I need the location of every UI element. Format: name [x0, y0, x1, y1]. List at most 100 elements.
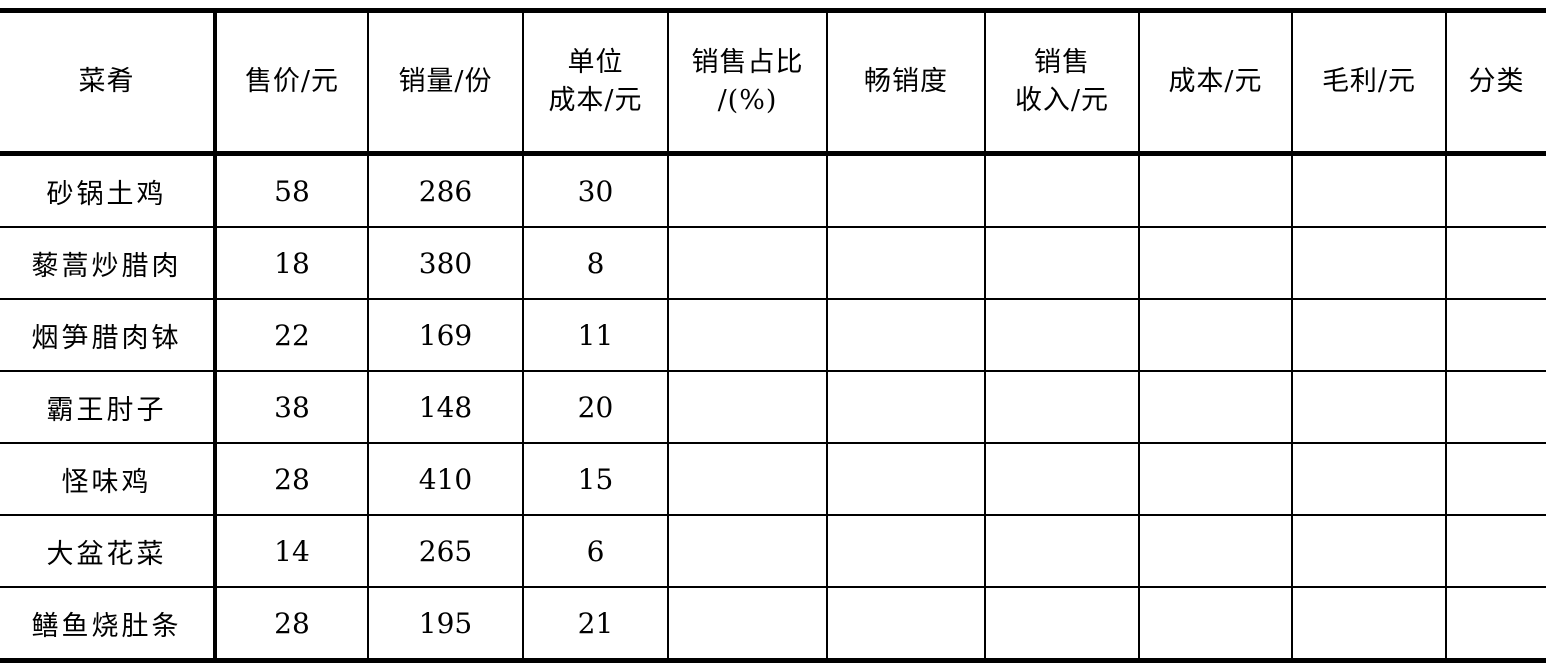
cell-cost[interactable]: [1138, 443, 1292, 516]
cell-dish: 烟笋腊肉钵: [0, 299, 215, 372]
cell-unit-cost: 11: [522, 299, 668, 372]
cell-sales-volume: 169: [367, 299, 523, 372]
table-row: 霸王肘子 38 148 20: [0, 371, 1546, 444]
table-body: 砂锅土鸡 58 286 30 藜蒿炒腊肉 18 380 8: [0, 153, 1546, 663]
cell-price: 18: [213, 227, 368, 300]
cell-popularity[interactable]: [826, 227, 985, 300]
column-header-cost: 成本/元: [1138, 8, 1292, 156]
cell-unit-cost: 8: [522, 227, 668, 300]
cell-sales-revenue[interactable]: [984, 153, 1139, 228]
column-header-unit-cost: 单位 成本/元: [522, 8, 668, 156]
table-row: 藜蒿炒腊肉 18 380 8: [0, 227, 1546, 300]
column-header-gross-profit: 毛利/元: [1291, 8, 1446, 156]
cell-unit-cost: 15: [522, 443, 668, 516]
table-row: 烟笋腊肉钵 22 169 11: [0, 299, 1546, 372]
cell-popularity[interactable]: [826, 515, 985, 588]
cell-gross-profit[interactable]: [1291, 443, 1446, 516]
cell-sales-volume: 265: [367, 515, 523, 588]
cell-sales-share[interactable]: [667, 443, 827, 516]
column-header-category: 分类: [1445, 8, 1546, 156]
cell-cost[interactable]: [1138, 371, 1292, 444]
column-header-dish-label: 菜肴: [78, 65, 135, 97]
cell-popularity[interactable]: [826, 299, 985, 372]
column-header-dish: 菜肴: [0, 8, 215, 156]
column-header-popularity-label: 畅销度: [864, 65, 948, 97]
cell-category[interactable]: [1445, 227, 1546, 300]
worksheet-canvas: 菜肴 售价/元 销量/份 单位 成本/元 销售占比 /(%) 畅销度: [0, 8, 1546, 663]
table-row: 砂锅土鸡 58 286 30: [0, 153, 1546, 228]
column-header-sales-volume-label: 销量/份: [398, 65, 493, 97]
cell-dish: 霸王肘子: [0, 371, 215, 444]
cell-cost[interactable]: [1138, 227, 1292, 300]
cell-dish: 砂锅土鸡: [0, 153, 215, 228]
cell-popularity[interactable]: [826, 153, 985, 228]
cell-gross-profit[interactable]: [1291, 371, 1446, 444]
cell-sales-share[interactable]: [667, 515, 827, 588]
column-header-sales-share-label: 销售占比 /(%): [691, 46, 804, 116]
cell-cost[interactable]: [1138, 153, 1292, 228]
cell-sales-revenue[interactable]: [984, 227, 1139, 300]
cell-sales-share[interactable]: [667, 299, 827, 372]
column-header-popularity: 畅销度: [826, 8, 985, 156]
cell-cost[interactable]: [1138, 587, 1292, 663]
cell-sales-volume: 195: [367, 587, 523, 663]
cell-sales-volume: 286: [367, 153, 523, 228]
cell-unit-cost: 30: [522, 153, 668, 228]
cell-gross-profit[interactable]: [1291, 153, 1446, 228]
cell-gross-profit[interactable]: [1291, 515, 1446, 588]
cell-sales-revenue[interactable]: [984, 371, 1139, 444]
table-row: 鳝鱼烧肚条 28 195 21: [0, 587, 1546, 663]
cell-category[interactable]: [1445, 299, 1546, 372]
column-header-price-label: 售价/元: [244, 65, 340, 97]
cell-gross-profit[interactable]: [1291, 227, 1446, 300]
cell-category[interactable]: [1445, 371, 1546, 444]
cell-category[interactable]: [1445, 587, 1546, 663]
cell-price: 28: [213, 587, 368, 663]
table-row: 怪味鸡 28 410 15: [0, 443, 1546, 516]
cell-price: 38: [213, 371, 368, 444]
cell-price: 58: [213, 153, 368, 228]
cell-category[interactable]: [1445, 515, 1546, 588]
column-header-cost-label: 成本/元: [1168, 65, 1263, 97]
cell-sales-revenue[interactable]: [984, 587, 1139, 663]
cell-gross-profit[interactable]: [1291, 299, 1446, 372]
cell-dish: 藜蒿炒腊肉: [0, 227, 215, 300]
cell-price: 22: [213, 299, 368, 372]
table-header-row: 菜肴 售价/元 销量/份 单位 成本/元 销售占比 /(%) 畅销度: [0, 8, 1546, 156]
column-header-unit-cost-label: 单位 成本/元: [548, 46, 643, 116]
cell-popularity[interactable]: [826, 443, 985, 516]
cell-sales-revenue[interactable]: [984, 443, 1139, 516]
cell-sales-share[interactable]: [667, 587, 827, 663]
cell-cost[interactable]: [1138, 515, 1292, 588]
dish-sales-table: 菜肴 售价/元 销量/份 单位 成本/元 销售占比 /(%) 畅销度: [0, 8, 1546, 663]
column-header-sales-volume: 销量/份: [367, 8, 523, 156]
cell-sales-revenue[interactable]: [984, 299, 1139, 372]
column-header-category-label: 分类: [1468, 65, 1525, 97]
cell-sales-share[interactable]: [667, 153, 827, 228]
table-row: 大盆花菜 14 265 6: [0, 515, 1546, 588]
cell-gross-profit[interactable]: [1291, 587, 1446, 663]
cell-category[interactable]: [1445, 443, 1546, 516]
table-header: 菜肴 售价/元 销量/份 单位 成本/元 销售占比 /(%) 畅销度: [0, 8, 1546, 156]
column-header-sales-revenue: 销售 收入/元: [984, 8, 1139, 156]
cell-unit-cost: 6: [522, 515, 668, 588]
column-header-price: 售价/元: [213, 8, 368, 156]
cell-dish: 大盆花菜: [0, 515, 215, 588]
cell-sales-revenue[interactable]: [984, 515, 1139, 588]
cell-cost[interactable]: [1138, 299, 1292, 372]
cell-popularity[interactable]: [826, 587, 985, 663]
cell-dish: 怪味鸡: [0, 443, 215, 516]
cell-sales-share[interactable]: [667, 371, 827, 444]
cell-unit-cost: 21: [522, 587, 668, 663]
cell-price: 14: [213, 515, 368, 588]
column-header-gross-profit-label: 毛利/元: [1321, 65, 1417, 97]
cell-unit-cost: 20: [522, 371, 668, 444]
cell-sales-volume: 410: [367, 443, 523, 516]
cell-category[interactable]: [1445, 153, 1546, 228]
cell-sales-volume: 148: [367, 371, 523, 444]
column-header-sales-revenue-label: 销售 收入/元: [1014, 46, 1110, 116]
cell-popularity[interactable]: [826, 371, 985, 444]
cell-sales-share[interactable]: [667, 227, 827, 300]
cell-sales-volume: 380: [367, 227, 523, 300]
cell-price: 28: [213, 443, 368, 516]
